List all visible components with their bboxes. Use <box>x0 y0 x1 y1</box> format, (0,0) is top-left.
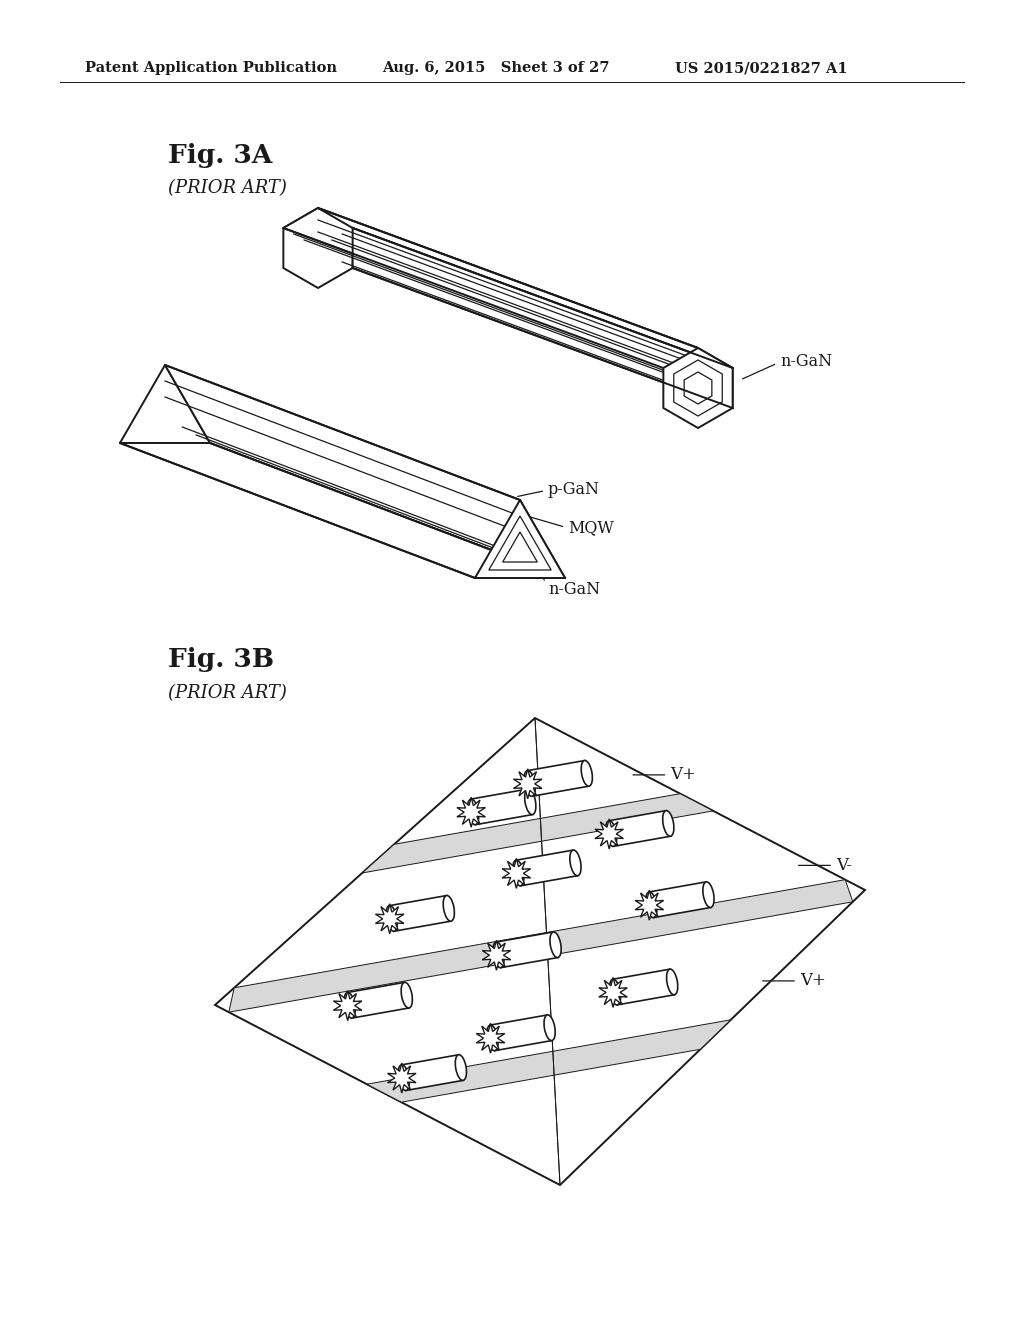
Text: (PRIOR ART): (PRIOR ART) <box>168 180 287 197</box>
Text: Aug. 6, 2015   Sheet 3 of 27: Aug. 6, 2015 Sheet 3 of 27 <box>382 61 609 75</box>
Polygon shape <box>318 209 732 368</box>
Text: Fig. 3A: Fig. 3A <box>168 143 272 168</box>
Polygon shape <box>215 718 865 1185</box>
Polygon shape <box>284 209 698 368</box>
Ellipse shape <box>609 979 621 1005</box>
Polygon shape <box>535 718 560 1185</box>
Polygon shape <box>502 858 530 888</box>
Polygon shape <box>535 718 560 1185</box>
Polygon shape <box>475 500 565 578</box>
Ellipse shape <box>569 850 581 875</box>
Text: V-: V- <box>799 857 852 874</box>
Polygon shape <box>513 768 542 799</box>
Ellipse shape <box>605 821 616 846</box>
Ellipse shape <box>386 906 397 932</box>
Ellipse shape <box>702 882 714 907</box>
Ellipse shape <box>486 1026 498 1051</box>
Text: p-GaN: p-GaN <box>518 482 600 499</box>
Polygon shape <box>482 940 511 970</box>
Text: Patent Application Publication: Patent Application Publication <box>85 61 337 75</box>
Polygon shape <box>635 890 664 920</box>
Polygon shape <box>228 879 853 1012</box>
Polygon shape <box>120 366 210 444</box>
Ellipse shape <box>513 861 524 886</box>
Polygon shape <box>376 904 404 933</box>
Ellipse shape <box>550 932 561 957</box>
Text: MQW: MQW <box>522 515 613 536</box>
Polygon shape <box>609 810 671 846</box>
Text: US 2015/0221827 A1: US 2015/0221827 A1 <box>675 61 848 75</box>
Ellipse shape <box>524 771 536 796</box>
Text: (PRIOR ART): (PRIOR ART) <box>168 684 287 702</box>
Text: n-GaN: n-GaN <box>742 354 833 379</box>
Polygon shape <box>284 209 352 288</box>
Polygon shape <box>401 1055 463 1090</box>
Ellipse shape <box>667 969 678 995</box>
Ellipse shape <box>401 982 413 1008</box>
Polygon shape <box>367 1020 731 1102</box>
Polygon shape <box>352 228 732 408</box>
Polygon shape <box>649 882 711 917</box>
Text: V+: V+ <box>763 973 825 990</box>
Polygon shape <box>471 789 532 825</box>
Polygon shape <box>497 932 558 968</box>
Polygon shape <box>490 1015 552 1051</box>
Polygon shape <box>527 760 589 796</box>
Polygon shape <box>347 982 409 1018</box>
Polygon shape <box>387 1063 416 1093</box>
Polygon shape <box>664 348 732 428</box>
Ellipse shape <box>524 789 536 814</box>
Ellipse shape <box>398 1065 410 1090</box>
Polygon shape <box>389 895 451 931</box>
Ellipse shape <box>443 895 455 921</box>
Polygon shape <box>612 969 675 1005</box>
Ellipse shape <box>663 810 674 837</box>
Text: Fig. 3B: Fig. 3B <box>168 648 274 672</box>
Ellipse shape <box>344 993 355 1018</box>
Ellipse shape <box>582 760 593 787</box>
Polygon shape <box>165 366 565 578</box>
Polygon shape <box>120 444 565 578</box>
Ellipse shape <box>493 942 504 968</box>
Polygon shape <box>516 850 578 886</box>
Ellipse shape <box>544 1015 555 1040</box>
Text: n-GaN: n-GaN <box>541 570 600 598</box>
Polygon shape <box>476 1023 505 1053</box>
Polygon shape <box>595 818 624 849</box>
Polygon shape <box>362 793 713 873</box>
Ellipse shape <box>468 799 479 825</box>
Text: V+: V+ <box>633 767 696 783</box>
Polygon shape <box>599 977 628 1007</box>
Ellipse shape <box>456 1055 467 1080</box>
Polygon shape <box>334 990 361 1020</box>
Polygon shape <box>457 797 485 828</box>
Ellipse shape <box>646 892 657 917</box>
